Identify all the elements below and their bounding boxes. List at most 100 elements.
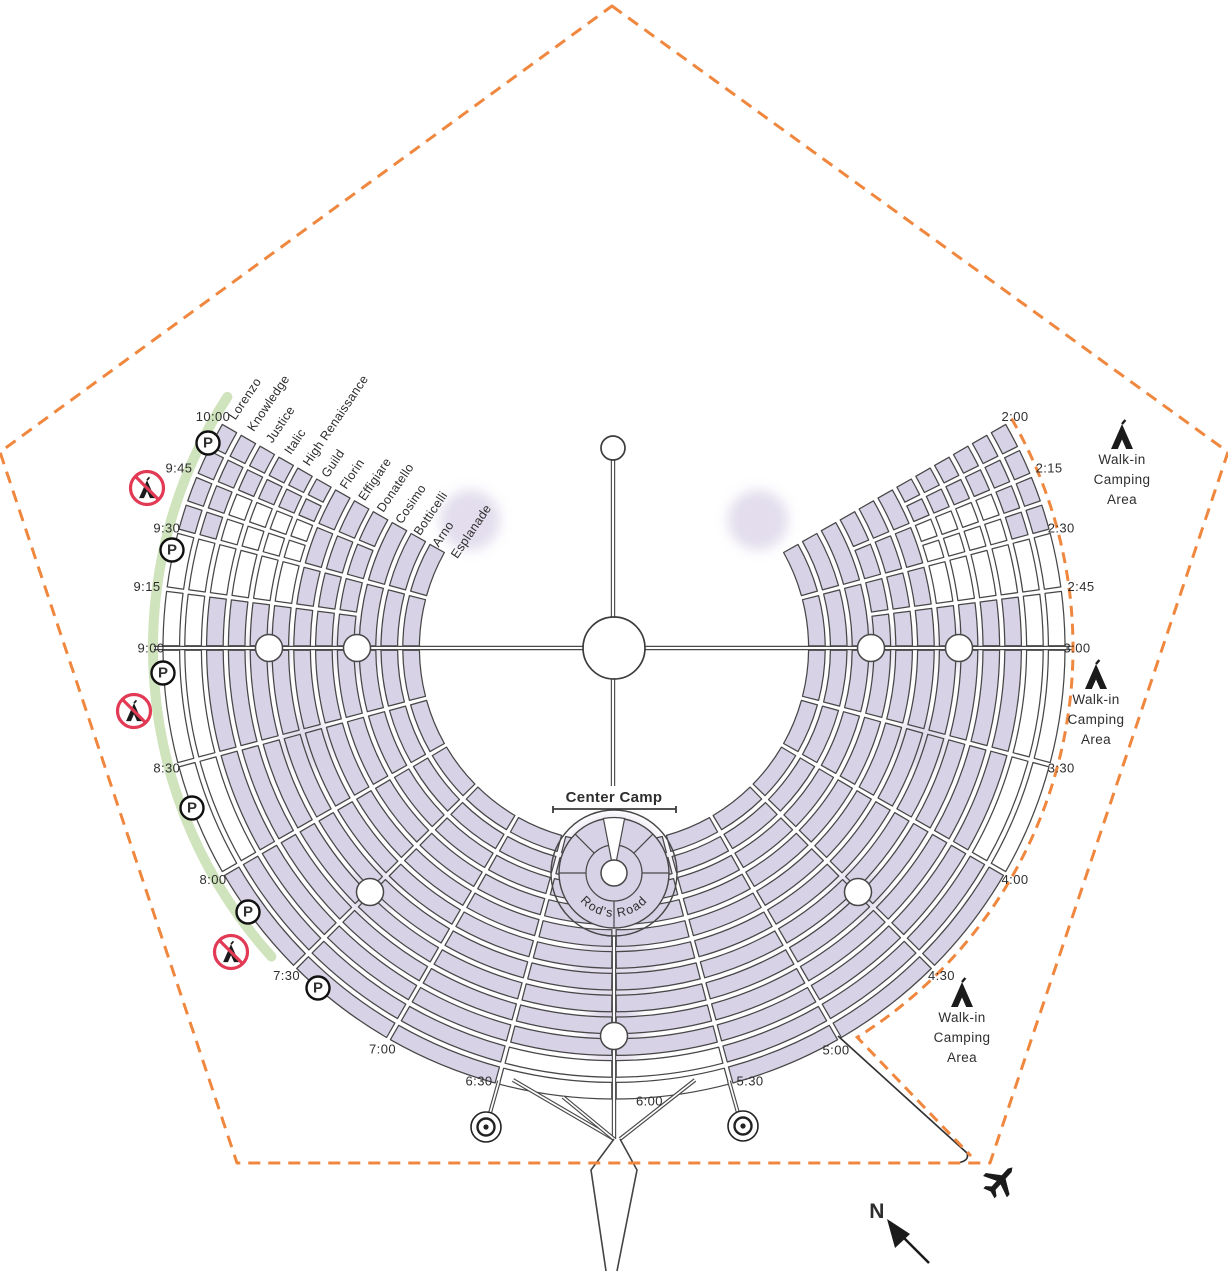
city-block bbox=[298, 498, 322, 523]
city-block bbox=[1012, 538, 1040, 593]
time-label-6-30: 6:30 bbox=[466, 1074, 493, 1089]
parking-letter: P bbox=[167, 542, 177, 559]
city-block bbox=[801, 649, 826, 702]
city-block bbox=[220, 518, 244, 546]
city-block bbox=[716, 986, 817, 1042]
parking-circle bbox=[235, 899, 261, 925]
city-block bbox=[325, 535, 354, 574]
city-block bbox=[188, 538, 216, 593]
parking-letter: P bbox=[243, 904, 253, 921]
city-block bbox=[783, 768, 835, 828]
city-block bbox=[466, 892, 540, 937]
city-block bbox=[199, 756, 257, 862]
tent-shape bbox=[1085, 664, 1107, 689]
parking-icon: P bbox=[195, 430, 221, 456]
walk-in-camping-area: Walk-in Camping Area bbox=[1094, 419, 1151, 507]
pentagon-fence bbox=[0, 4, 1228, 1165]
city-block bbox=[199, 511, 224, 540]
city-block bbox=[1025, 504, 1050, 535]
city-block bbox=[723, 801, 778, 850]
city-block bbox=[504, 1046, 613, 1078]
center-camp-bracket bbox=[552, 806, 677, 813]
city-block bbox=[367, 521, 408, 585]
city-block bbox=[788, 894, 871, 963]
city-block bbox=[1004, 511, 1029, 540]
city-block bbox=[877, 489, 910, 531]
city-block bbox=[402, 594, 427, 647]
city-block bbox=[839, 716, 882, 785]
city-block bbox=[380, 589, 406, 647]
center-camp-cafe-circle bbox=[600, 859, 628, 887]
city-block bbox=[358, 583, 385, 647]
parking-icon: P bbox=[179, 795, 205, 821]
city-block bbox=[693, 911, 773, 958]
city-block bbox=[955, 501, 980, 529]
city-block bbox=[314, 610, 335, 647]
city-block bbox=[527, 962, 613, 991]
road-core bbox=[562, 1096, 615, 1140]
city-block bbox=[970, 549, 997, 599]
city-block bbox=[538, 920, 613, 948]
city-block bbox=[671, 835, 730, 874]
road-core bbox=[728, 1080, 739, 1114]
roundabout-inner bbox=[733, 1116, 753, 1136]
city-block bbox=[403, 848, 472, 906]
city-block bbox=[339, 577, 363, 613]
prohibition-slash bbox=[218, 939, 244, 965]
city-block bbox=[521, 983, 613, 1013]
plaza-circle bbox=[355, 877, 385, 907]
roundabout-inner bbox=[476, 1117, 496, 1137]
city-block bbox=[262, 739, 313, 829]
city-block bbox=[532, 941, 613, 969]
city-block bbox=[865, 577, 889, 613]
city-block bbox=[358, 511, 389, 548]
no-camping-tent-icon bbox=[212, 933, 250, 971]
walk-in-camping-label-line: Area bbox=[1081, 732, 1111, 747]
city-block bbox=[907, 566, 932, 607]
city-block bbox=[814, 790, 872, 859]
city-block bbox=[688, 892, 762, 937]
man-center-circle bbox=[582, 616, 646, 680]
city-block bbox=[928, 561, 954, 605]
greenbelt-arc bbox=[147, 391, 277, 962]
city-block bbox=[283, 733, 332, 818]
city-block bbox=[515, 1004, 613, 1035]
time-label-4-00: 4:00 bbox=[1002, 872, 1029, 887]
city-block bbox=[337, 801, 399, 874]
tent-tip bbox=[133, 699, 138, 704]
city-block bbox=[409, 543, 446, 597]
city-block bbox=[346, 716, 389, 785]
time-label-7-00: 7:00 bbox=[369, 1042, 396, 1057]
city-block bbox=[269, 510, 294, 536]
city-block bbox=[388, 705, 427, 764]
walk-in-camping-label-line: Area bbox=[1107, 492, 1137, 507]
center-camp-spoke bbox=[574, 833, 595, 854]
city-block bbox=[431, 746, 476, 797]
city-block bbox=[945, 478, 971, 506]
time-label-5-00: 5:00 bbox=[823, 1043, 850, 1058]
parking-letter: P bbox=[187, 800, 197, 817]
city-block bbox=[682, 873, 751, 916]
city-block bbox=[326, 925, 418, 1001]
walk-in-camping-label-line: Camping bbox=[1094, 472, 1151, 487]
city-block bbox=[293, 607, 314, 647]
time-label-3-30: 3:30 bbox=[1048, 760, 1075, 775]
city-block bbox=[677, 854, 741, 895]
city-block bbox=[915, 739, 966, 829]
city-block bbox=[288, 467, 313, 494]
city-block bbox=[184, 593, 206, 647]
city-block bbox=[991, 649, 1023, 752]
city-block bbox=[373, 878, 451, 944]
city-block bbox=[1033, 532, 1062, 590]
city-block bbox=[734, 817, 794, 869]
airplane-shape bbox=[983, 1167, 1013, 1199]
city-block bbox=[877, 727, 924, 807]
city-block bbox=[979, 599, 1001, 647]
city-block bbox=[166, 532, 195, 590]
city-block bbox=[665, 816, 719, 853]
plaza-circle bbox=[254, 633, 284, 663]
city-block bbox=[477, 873, 546, 916]
city-block bbox=[801, 594, 826, 647]
city-block bbox=[304, 526, 334, 569]
city-block bbox=[388, 532, 427, 591]
